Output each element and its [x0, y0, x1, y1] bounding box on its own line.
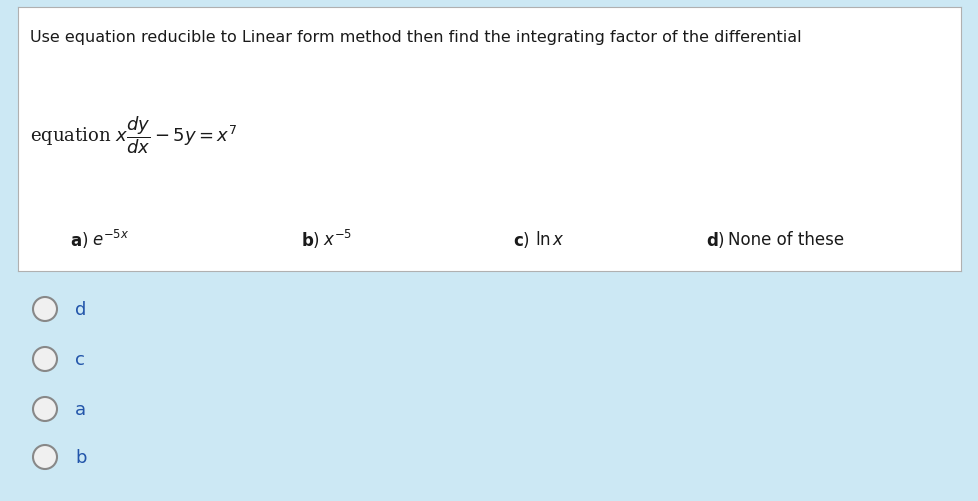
Text: $\ln x$: $\ln x$ — [535, 231, 564, 249]
Text: None of these: None of these — [728, 231, 844, 249]
Text: a: a — [75, 400, 86, 418]
Text: c: c — [75, 350, 85, 368]
Text: $x^{-5}$: $x^{-5}$ — [323, 230, 352, 250]
Text: $\mathbf{d})$: $\mathbf{d})$ — [706, 230, 725, 250]
Ellipse shape — [33, 347, 57, 371]
Text: d: d — [75, 301, 86, 318]
Text: b: b — [75, 448, 86, 466]
Text: $\mathbf{b})$: $\mathbf{b})$ — [300, 230, 320, 250]
Text: equation $x\dfrac{dy}{dx} - 5y = x^7$: equation $x\dfrac{dy}{dx} - 5y = x^7$ — [30, 114, 237, 155]
Text: $\mathbf{a})$: $\mathbf{a})$ — [69, 230, 88, 250]
Ellipse shape — [33, 298, 57, 321]
Text: $\mathbf{c})$: $\mathbf{c})$ — [512, 230, 529, 250]
Text: $e^{-5x}$: $e^{-5x}$ — [92, 230, 129, 250]
Ellipse shape — [33, 445, 57, 469]
Ellipse shape — [33, 397, 57, 421]
Text: Use equation reducible to Linear form method then find the integrating factor of: Use equation reducible to Linear form me… — [30, 30, 801, 45]
